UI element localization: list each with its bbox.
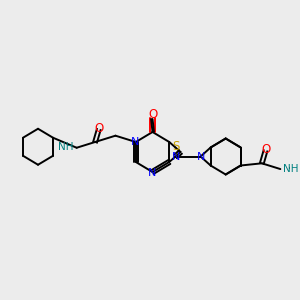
Text: S: S: [173, 140, 180, 153]
Text: N: N: [172, 152, 181, 163]
Text: N: N: [197, 152, 206, 161]
Text: N: N: [131, 137, 139, 147]
Text: O: O: [262, 143, 271, 156]
Text: O: O: [94, 122, 104, 135]
Text: NH: NH: [283, 164, 299, 174]
Text: O: O: [148, 109, 157, 122]
Text: NH: NH: [58, 142, 74, 152]
Text: N: N: [148, 168, 157, 178]
